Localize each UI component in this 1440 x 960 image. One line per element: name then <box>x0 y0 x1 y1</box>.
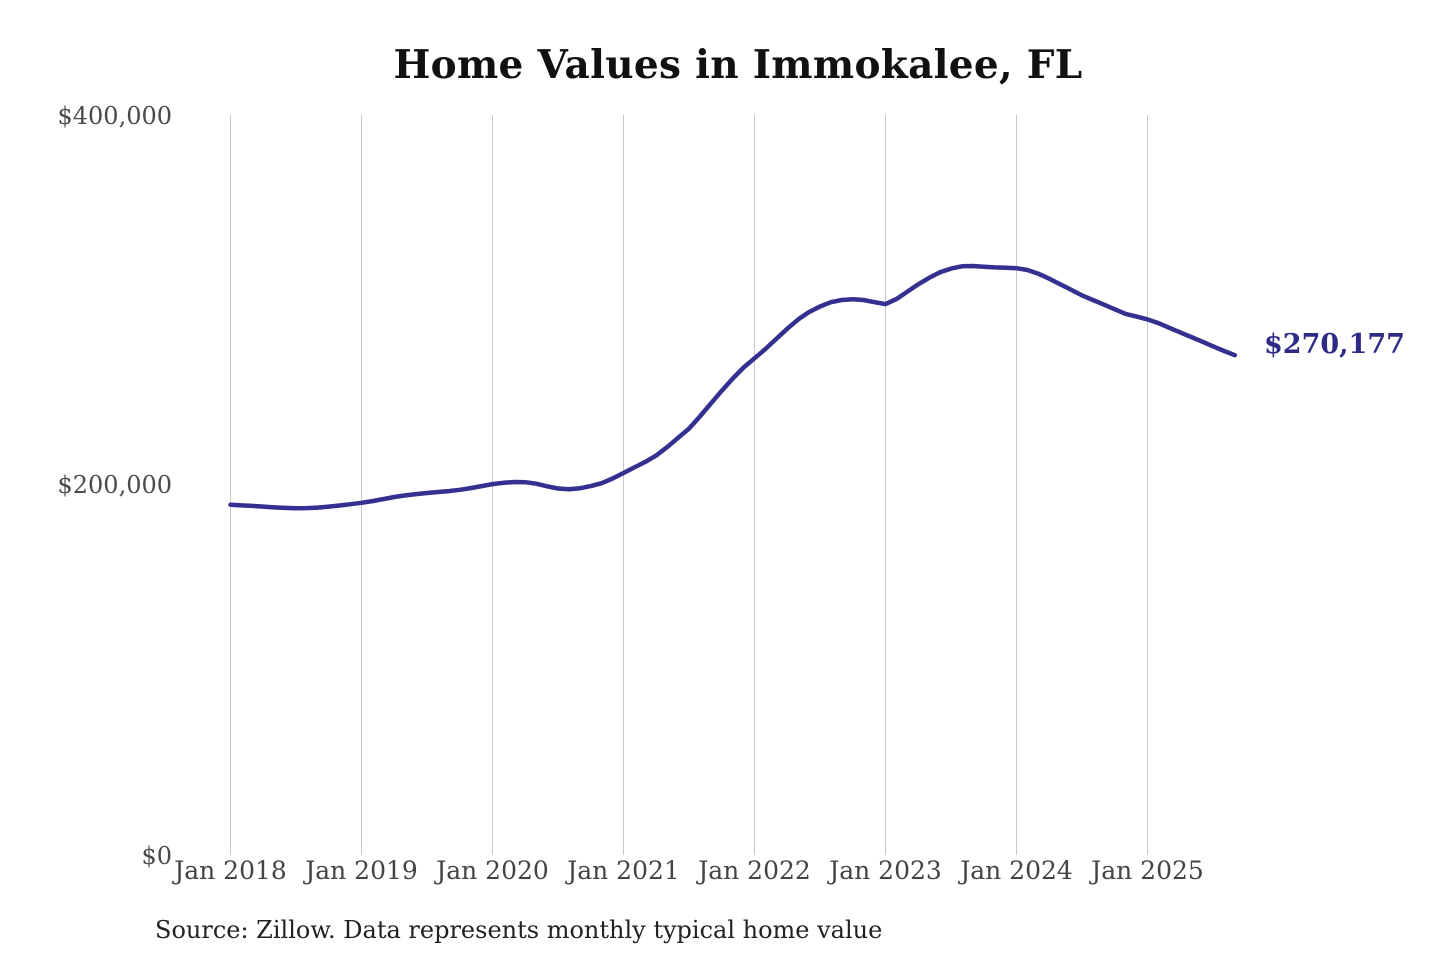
x-axis-tick-jan-2025: Jan 2025 <box>1091 856 1204 885</box>
end-value-label: $270,177 <box>1264 329 1405 360</box>
y-axis-tick-400k: $400,000 <box>57 102 172 130</box>
x-axis-tick-jan-2023: Jan 2023 <box>829 856 942 885</box>
x-axis-tick-jan-2019: Jan 2019 <box>305 856 418 885</box>
chart-title: Home Values in Immokalee, FL <box>393 42 1083 88</box>
x-axis-tick-jan-2021: Jan 2021 <box>567 856 680 885</box>
source-note: Source: Zillow. Data represents monthly … <box>155 916 883 944</box>
x-axis-tick-jan-2022: Jan 2022 <box>698 856 811 885</box>
home-value-line <box>228 263 1238 511</box>
x-axis-tick-jan-2018: Jan 2018 <box>174 856 287 885</box>
y-axis-tick-0: $0 <box>141 842 172 870</box>
y-axis-tick-200k: $200,000 <box>57 471 172 499</box>
x-axis-tick-jan-2020: Jan 2020 <box>436 856 549 885</box>
x-axis-tick-jan-2024: Jan 2024 <box>960 856 1073 885</box>
